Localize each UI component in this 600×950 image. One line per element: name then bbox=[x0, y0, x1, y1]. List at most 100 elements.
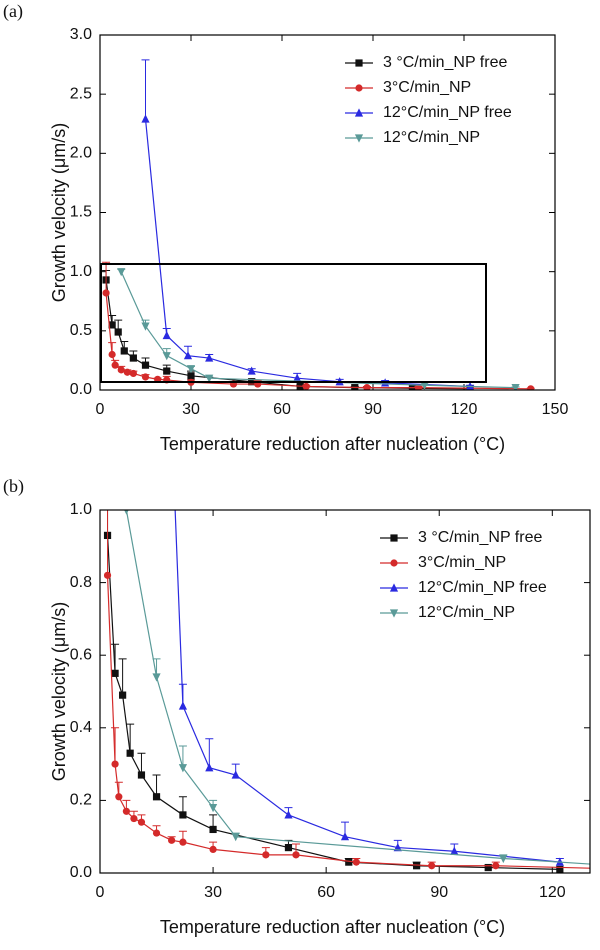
x-tick-label: 120 bbox=[539, 884, 566, 901]
legend-marker bbox=[390, 534, 398, 542]
marker bbox=[111, 669, 119, 677]
marker bbox=[208, 804, 218, 813]
marker bbox=[262, 851, 270, 859]
marker bbox=[179, 811, 187, 819]
legend-label: 3 °C/min_NP free bbox=[418, 529, 542, 546]
marker bbox=[231, 770, 240, 779]
legend-marker bbox=[355, 84, 363, 92]
series-line bbox=[106, 575, 590, 869]
marker bbox=[179, 838, 187, 846]
marker bbox=[413, 862, 421, 870]
panel-label: (b) bbox=[3, 476, 24, 497]
error-bar bbox=[152, 774, 161, 797]
y-tick-label: 1.5 bbox=[70, 204, 92, 221]
error-bar bbox=[122, 503, 130, 510]
marker bbox=[352, 858, 360, 866]
plot-area bbox=[103, 37, 590, 873]
y-tick-label: 1.0 bbox=[70, 263, 92, 280]
marker bbox=[209, 845, 217, 854]
y-tick-label: 2.5 bbox=[70, 85, 92, 102]
marker bbox=[302, 382, 310, 390]
marker bbox=[183, 351, 193, 360]
error-bar bbox=[111, 643, 120, 674]
error-bar bbox=[141, 59, 150, 120]
marker bbox=[137, 818, 146, 826]
series-line bbox=[105, 279, 471, 390]
y-axis-label: Growth velocity (μm/s) bbox=[49, 123, 69, 302]
marker bbox=[428, 862, 436, 870]
marker bbox=[141, 322, 150, 331]
marker bbox=[111, 361, 119, 369]
legend-label: 12°C/min_NP bbox=[383, 129, 480, 146]
y-tick-label: 3.0 bbox=[70, 26, 92, 43]
marker bbox=[114, 328, 122, 336]
marker bbox=[152, 37, 160, 45]
legend-label: 3°C/min_NP bbox=[383, 79, 471, 96]
marker bbox=[527, 385, 535, 390]
y-tick-label: 0.6 bbox=[70, 646, 92, 663]
marker bbox=[284, 843, 293, 852]
error-bar bbox=[126, 723, 135, 754]
marker bbox=[108, 321, 116, 329]
error-bar bbox=[137, 752, 146, 775]
marker bbox=[499, 854, 508, 864]
marker bbox=[363, 384, 371, 390]
marker bbox=[284, 810, 293, 819]
x-tick-label: 90 bbox=[430, 884, 448, 901]
legend-label: 12°C/min_NP free bbox=[383, 104, 512, 121]
marker bbox=[247, 366, 256, 375]
marker bbox=[205, 763, 214, 772]
legend-label: 3°C/min_NP bbox=[418, 554, 506, 571]
error-bar bbox=[102, 261, 111, 293]
legend-marker bbox=[389, 609, 399, 618]
x-tick-label: 150 bbox=[542, 401, 569, 418]
y-tick-label: 0.0 bbox=[70, 381, 92, 398]
marker bbox=[129, 354, 137, 362]
legend-label: 3 °C/min_NP free bbox=[383, 54, 507, 71]
marker bbox=[484, 863, 492, 872]
marker bbox=[205, 374, 214, 383]
x-tick-label: 60 bbox=[273, 401, 291, 418]
series-line bbox=[105, 292, 531, 390]
y-tick-label: 1.0 bbox=[70, 501, 92, 518]
error-bar bbox=[205, 738, 214, 768]
error-bar bbox=[178, 745, 187, 768]
legend-marker bbox=[389, 583, 399, 592]
marker bbox=[152, 793, 161, 801]
marker bbox=[209, 825, 217, 834]
x-tick-label: 0 bbox=[96, 401, 105, 418]
marker bbox=[122, 807, 130, 815]
marker bbox=[292, 851, 300, 859]
marker bbox=[187, 372, 195, 380]
marker bbox=[152, 673, 161, 682]
marker bbox=[492, 862, 500, 870]
marker bbox=[420, 381, 429, 390]
marker bbox=[168, 836, 176, 844]
y-axis-label: Growth velocity (μm/s) bbox=[49, 602, 69, 781]
y-tick-label: 0.8 bbox=[70, 574, 92, 591]
marker bbox=[345, 858, 353, 866]
x-tick-label: 30 bbox=[182, 401, 200, 418]
y-tick-label: 0.2 bbox=[70, 792, 92, 809]
plot-area bbox=[102, 59, 535, 390]
marker bbox=[163, 367, 171, 375]
legend-label: 12°C/min_NP bbox=[418, 604, 515, 621]
x-axis-label: Temperature reduction after nucleation (… bbox=[160, 434, 505, 454]
plot-frame bbox=[99, 509, 591, 874]
x-axis-label: Temperature reduction after nucleation (… bbox=[160, 917, 505, 937]
marker bbox=[231, 833, 240, 842]
marker bbox=[117, 268, 126, 277]
marker bbox=[556, 865, 564, 873]
error-bar bbox=[118, 658, 127, 696]
marker bbox=[141, 114, 150, 123]
y-tick-label: 0.0 bbox=[70, 864, 92, 881]
x-tick-label: 120 bbox=[451, 401, 478, 418]
marker bbox=[162, 330, 171, 340]
y-tick-label: 0.5 bbox=[70, 322, 92, 339]
x-tick-label: 60 bbox=[317, 884, 335, 901]
marker bbox=[123, 368, 131, 376]
marker bbox=[103, 571, 112, 579]
marker bbox=[120, 347, 128, 355]
x-tick-label: 90 bbox=[364, 401, 382, 418]
